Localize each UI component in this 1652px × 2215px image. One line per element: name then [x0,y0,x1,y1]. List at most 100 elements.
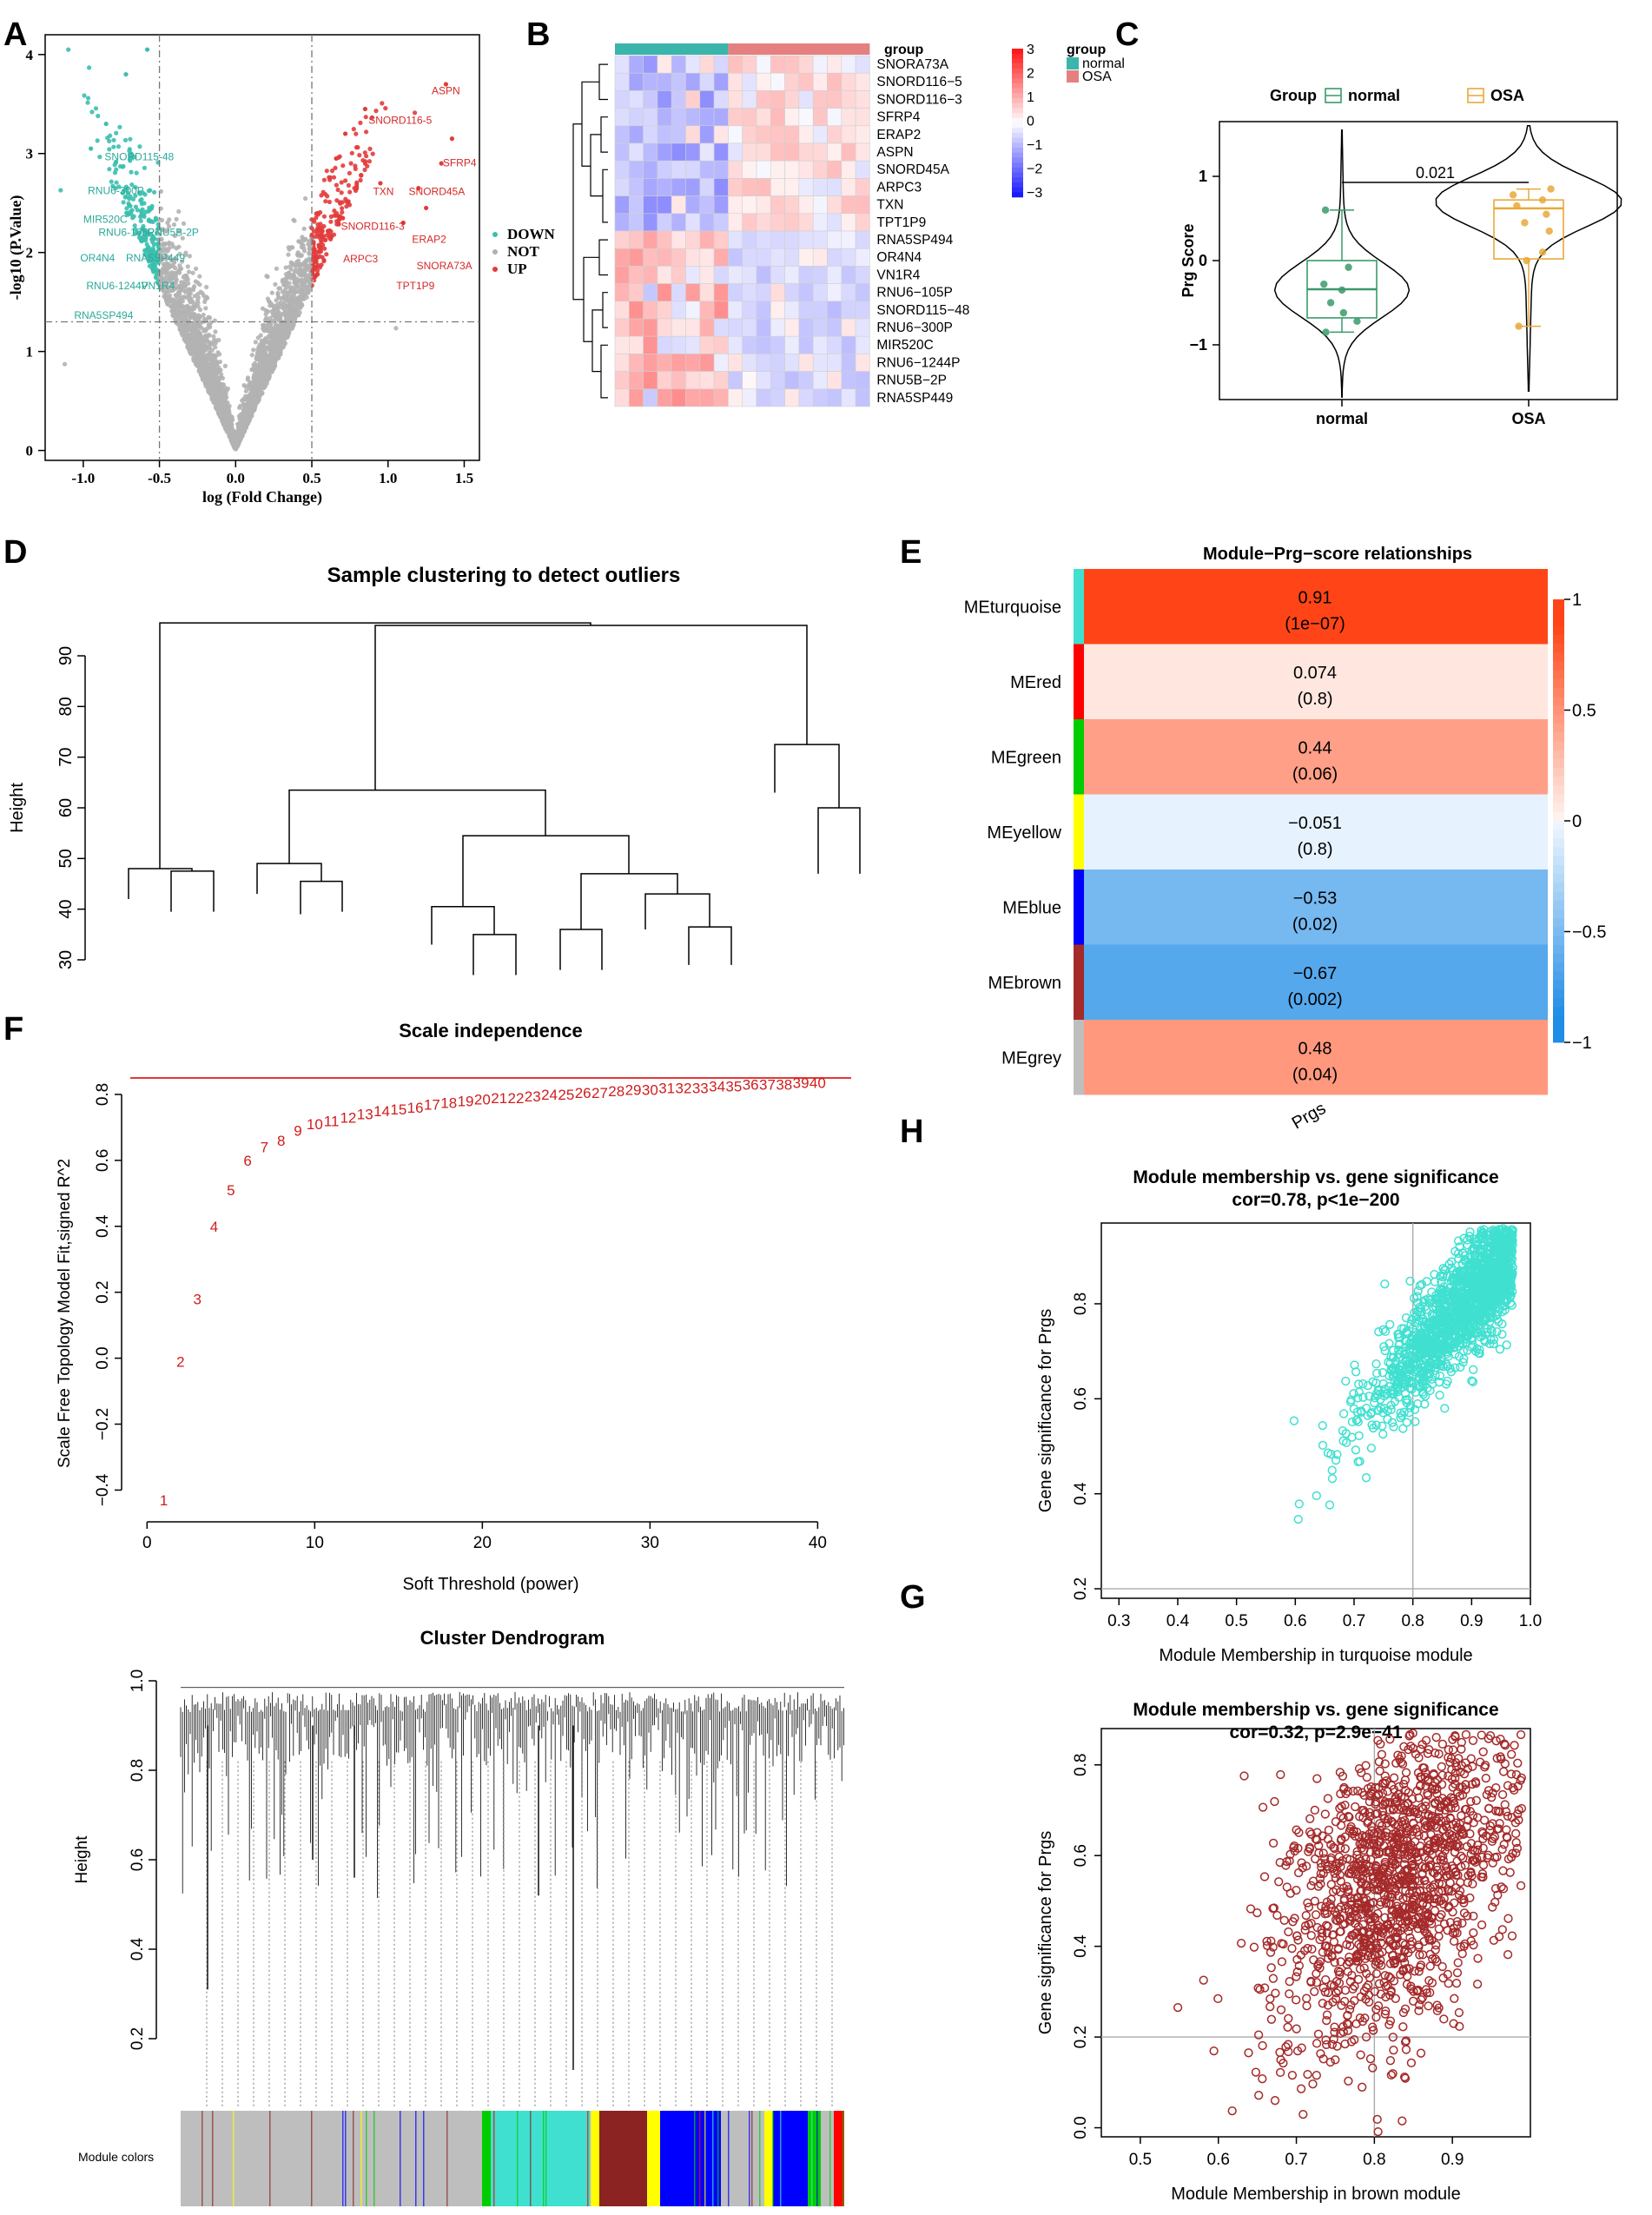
volcano-point [109,179,114,184]
module-scale-step [1553,750,1564,759]
module-color-swatch [1074,944,1084,1020]
module-p-value: (0.04) [1292,1065,1338,1084]
scale-independence-title: Scale independence [399,1020,583,1041]
module-color-stripe [590,2111,591,2206]
module-color-segment [181,2111,300,2206]
heatmap-cell [742,178,757,196]
volcano-point [177,251,182,256]
volcano-point [184,303,190,308]
volcano-point [128,156,133,162]
heatmap-cell [728,230,743,249]
heatmap-scale-step [1012,122,1023,129]
volcano-point [314,259,319,265]
volcano-point [130,196,136,202]
heatmap-cell [643,125,658,144]
module-scale-step [1553,732,1564,742]
module-scale-step [1553,838,1564,848]
volcano-point [299,261,304,268]
heatmap-row-label: VN1R4 [876,268,920,282]
volcano-point [325,194,330,199]
volcano-point [218,390,223,396]
module-color-segment [599,2111,647,2206]
heatmap-cell [628,72,644,91]
heatmap-group-label: group [884,43,924,57]
volcano-point [280,312,285,317]
volcano-point [148,188,153,193]
dendro-branch [462,835,630,907]
heatmap-cell [728,125,743,144]
volcano-point [128,136,133,142]
heatmap-row-dendrogram [572,63,608,399]
heatmap-cell [855,335,870,354]
panel-letter-F: F [3,1011,23,1048]
heatmap-row-label: RNU6−1244P [876,355,960,370]
volcano-point [358,120,363,125]
module-color-bar [181,2111,844,2206]
volcano-point [297,239,302,244]
heatmap-cell [685,266,701,284]
power-label: 40 [809,1075,826,1092]
module-color-segment [660,2111,708,2206]
heatmap-cell [643,335,658,354]
heatmap-cell [671,125,686,144]
volcano-point [281,291,287,296]
volcano-point [316,225,321,230]
dendro-ytick-label: 30 [56,950,76,969]
heatmap-cell [728,90,743,109]
volcano-point [215,404,221,409]
volcano-point [245,377,250,382]
heatmap-cell [657,178,672,196]
heatmap-cell [827,248,843,267]
heatmap-cell [784,318,800,337]
heatmap-row-label: SNORD45A [876,162,949,177]
module-scale-label: 0 [1572,812,1582,831]
heatmap-cell [728,55,743,74]
module-color-stripe [634,2111,636,2206]
volcano-point [154,267,159,272]
volcano-point [256,352,261,357]
volcano-point [322,246,327,251]
heatmap-cell [728,108,743,127]
heatmap-cell [671,142,686,162]
module-scale-label: 0.5 [1572,702,1596,721]
heatmap-cell [628,142,644,162]
heatmap-legend-swatch [1067,70,1079,83]
volcano-legend-label: UP [507,261,527,277]
volcano-point [185,337,190,342]
volcano-point [180,235,185,241]
volcano-point [202,299,208,305]
module-color-swatch [1074,869,1084,945]
volcano-point [272,339,277,344]
heatmap-row-label: SNORD116−3 [876,92,961,107]
heatmap-cell [713,90,729,109]
heatmap-scale-step [1012,53,1023,59]
volcano-point [256,381,261,387]
heatmap-cell [699,90,715,109]
dendro-branch [598,239,608,276]
mm-point [1378,1325,1388,1334]
volcano-point [127,202,132,208]
volcano-point [261,377,267,382]
module-color-segment [764,2111,773,2206]
heatmap-cell [841,230,856,249]
heatmap-cell [770,142,785,162]
volcano-point [139,238,144,243]
volcano-point [334,155,339,162]
volcano-point [277,316,282,321]
power-label: 19 [458,1094,474,1110]
heatmap-cell [742,354,757,372]
volcano-point [370,151,375,156]
violin-point [1322,328,1330,336]
heatmap-cell [614,142,630,162]
violin-point [1538,248,1547,256]
volcano-point [364,154,369,159]
heatmap-row-label: RNU5B−2P [876,374,947,388]
dendro-branch [774,744,840,808]
heatmap-cell [784,160,800,179]
heatmap-cell [798,55,814,74]
power-label: 28 [608,1083,624,1100]
volcano-point [267,340,272,345]
volcano-point [62,361,68,367]
module-scale-step [1553,1033,1564,1043]
volcano-point [194,329,200,334]
